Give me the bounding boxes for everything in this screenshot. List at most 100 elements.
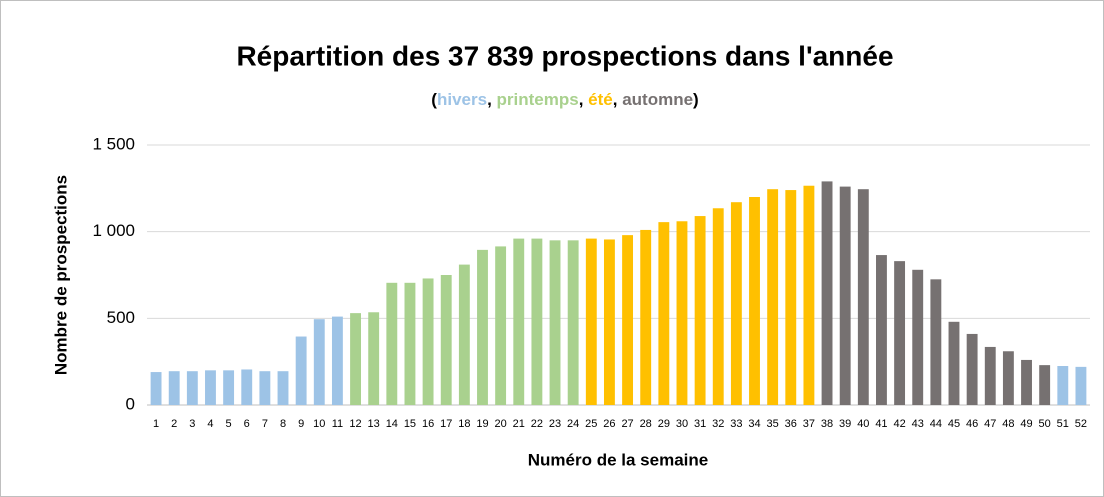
- x-tick-label: 12: [349, 418, 361, 430]
- x-tick-label: 23: [549, 418, 561, 430]
- x-tick-label: 41: [875, 418, 887, 430]
- bar: [295, 336, 307, 405]
- bar: [984, 346, 996, 405]
- x-tick-label: 51: [1057, 418, 1069, 430]
- x-tick-label: 2: [171, 418, 177, 430]
- bar: [857, 189, 869, 405]
- x-tick-label: 10: [313, 418, 325, 430]
- x-tick-label: 16: [422, 418, 434, 430]
- x-tick-label: 13: [368, 418, 380, 430]
- x-tick-label: 24: [567, 418, 579, 430]
- y-axis-label: Nombre de prospections: [51, 175, 70, 375]
- x-tick-label: 50: [1039, 418, 1051, 430]
- bar: [168, 371, 180, 405]
- x-tick-label: 21: [513, 418, 525, 430]
- x-tick-label: 37: [803, 418, 815, 430]
- x-tick-label: 4: [207, 418, 213, 430]
- bar: [241, 369, 253, 405]
- bar: [1039, 365, 1051, 405]
- bar: [694, 216, 706, 405]
- subtitle-punct: ,: [487, 90, 496, 109]
- chart-subtitle: (hivers, printemps, été, automne): [431, 90, 698, 109]
- bar: [712, 208, 724, 405]
- bar: [422, 278, 434, 405]
- x-tick-label: 7: [262, 418, 268, 430]
- subtitle-punct: ): [693, 90, 699, 109]
- x-tick-label: 36: [785, 418, 797, 430]
- subtitle-punct: (: [431, 90, 437, 109]
- bar: [1002, 351, 1014, 405]
- x-tick-label: 17: [440, 418, 452, 430]
- bar: [495, 246, 507, 405]
- bar: [930, 279, 942, 405]
- x-tick-label: 18: [458, 418, 470, 430]
- bar: [368, 312, 380, 405]
- bar: [567, 240, 579, 405]
- x-tick-label: 40: [857, 418, 869, 430]
- x-tick-label: 19: [476, 418, 488, 430]
- x-tick-label: 1: [153, 418, 159, 430]
- bar: [585, 238, 597, 405]
- subtitle-punct: ,: [613, 90, 622, 109]
- y-tick-label: 1 500: [92, 134, 135, 153]
- x-tick-label: 14: [386, 418, 398, 430]
- x-tick-label: 38: [821, 418, 833, 430]
- x-tick-label: 39: [839, 418, 851, 430]
- bar: [531, 238, 543, 405]
- x-tick-label: 20: [495, 418, 507, 430]
- legend-entry: printemps: [497, 90, 579, 109]
- bar: [948, 321, 960, 405]
- x-tick-label: 11: [332, 418, 343, 430]
- bar: [640, 229, 652, 405]
- bar: [785, 190, 797, 405]
- x-tick-label: 52: [1075, 418, 1087, 430]
- x-tick-label: 42: [893, 418, 905, 430]
- legend-entry: été: [588, 90, 613, 109]
- x-tick-label: 45: [948, 418, 960, 430]
- bar: [749, 197, 760, 405]
- x-axis-label: Numéro de la semaine: [528, 450, 708, 469]
- bar: [912, 269, 924, 405]
- y-tick-label: 1 000: [92, 221, 135, 240]
- bar: [839, 186, 851, 405]
- bar: [404, 282, 416, 405]
- x-tick-label: 46: [966, 418, 978, 430]
- x-tick-label: 25: [585, 418, 597, 430]
- x-tick-label: 33: [730, 418, 742, 430]
- x-tick-label: 6: [244, 418, 250, 430]
- bar: [603, 239, 615, 405]
- bar: [186, 371, 198, 405]
- bar: [313, 319, 325, 405]
- legend-entry: hivers: [437, 90, 487, 109]
- x-tick-label: 30: [676, 418, 688, 430]
- legend-entry: automne: [622, 90, 693, 109]
- bar: [331, 316, 343, 405]
- bar: [549, 240, 561, 405]
- x-tick-label: 35: [767, 418, 779, 430]
- bar: [821, 181, 833, 405]
- bar: [730, 202, 742, 405]
- bar: [1021, 359, 1032, 405]
- bar: [277, 371, 289, 405]
- x-tick-label: 8: [280, 418, 286, 430]
- bar: [350, 313, 361, 405]
- bar: [477, 249, 488, 405]
- bar: [386, 282, 398, 405]
- x-tick-label: 49: [1020, 418, 1032, 430]
- x-tick-label: 15: [404, 418, 416, 430]
- bar: [1057, 366, 1069, 405]
- bar: [458, 264, 470, 405]
- x-tick-label: 31: [694, 418, 706, 430]
- y-tick-label: 0: [126, 394, 135, 413]
- x-tick-label: 9: [298, 418, 304, 430]
- x-tick-label: 22: [531, 418, 543, 430]
- bar: [205, 370, 216, 405]
- x-tick-label: 5: [226, 418, 232, 430]
- chart-title: Répartition des 37 839 prospections dans…: [236, 40, 893, 71]
- bar: [440, 275, 452, 405]
- x-tick-label: 28: [640, 418, 652, 430]
- bar: [259, 371, 271, 405]
- bar: [513, 238, 525, 405]
- x-tick-label: 32: [712, 418, 724, 430]
